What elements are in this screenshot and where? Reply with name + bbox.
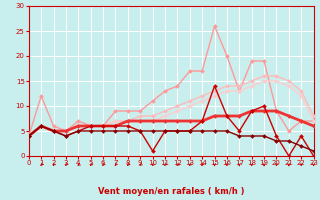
Text: Vent moyen/en rafales ( km/h ): Vent moyen/en rafales ( km/h )	[98, 187, 244, 196]
